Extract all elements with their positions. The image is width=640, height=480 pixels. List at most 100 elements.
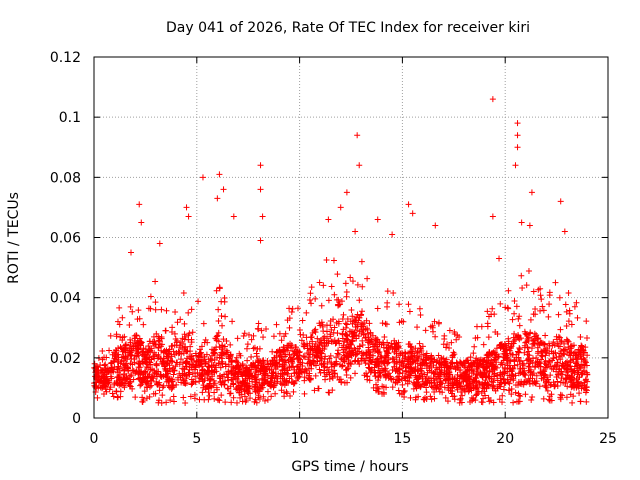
- data-point: [99, 348, 106, 355]
- data-point: [542, 383, 549, 390]
- data-point: [366, 377, 373, 384]
- data-point: [523, 338, 530, 345]
- data-point: [232, 371, 239, 378]
- peak-data-point: [185, 213, 192, 220]
- data-point: [428, 352, 435, 359]
- data-point: [149, 338, 156, 345]
- data-point: [483, 385, 490, 392]
- data-point: [363, 349, 370, 356]
- data-point: [433, 364, 440, 371]
- data-point: [126, 349, 133, 356]
- data-point: [539, 303, 546, 310]
- data-point: [369, 332, 376, 339]
- data-point: [550, 355, 557, 362]
- data-point: [408, 343, 415, 350]
- data-point: [111, 381, 118, 388]
- data-point: [527, 329, 534, 336]
- data-point: [199, 376, 206, 383]
- data-point: [550, 339, 557, 346]
- data-point: [91, 360, 98, 367]
- data-point: [375, 349, 382, 356]
- peak-data-point: [514, 120, 521, 127]
- data-point: [301, 377, 308, 384]
- data-point: [511, 310, 518, 317]
- data-point: [233, 357, 240, 364]
- data-point: [462, 374, 469, 381]
- data-point: [245, 385, 252, 392]
- data-point: [573, 299, 580, 306]
- peak-data-point: [514, 132, 521, 139]
- data-point: [182, 399, 189, 406]
- data-point: [278, 354, 285, 361]
- data-point: [398, 318, 405, 325]
- data-point: [464, 357, 471, 364]
- data-point: [402, 350, 409, 357]
- peak-data-point: [220, 186, 227, 193]
- data-point: [163, 307, 170, 314]
- data-point: [327, 322, 334, 329]
- data-point: [252, 376, 259, 383]
- data-point: [447, 371, 454, 378]
- data-point: [154, 373, 161, 380]
- data-point: [343, 372, 350, 379]
- data-point: [315, 385, 322, 392]
- peak-data-point: [374, 216, 381, 223]
- data-point: [292, 344, 299, 351]
- data-point: [132, 394, 139, 401]
- data-point: [529, 393, 536, 400]
- data-point: [385, 375, 392, 382]
- data-point: [552, 279, 559, 286]
- data-point: [507, 376, 514, 383]
- data-point: [360, 331, 367, 338]
- data-point: [413, 385, 420, 392]
- data-point: [480, 382, 487, 389]
- data-point: [444, 398, 451, 405]
- data-point: [230, 394, 237, 401]
- data-point: [225, 361, 232, 368]
- data-point: [320, 282, 327, 289]
- data-point: [139, 379, 146, 386]
- data-point: [412, 372, 419, 379]
- data-point: [383, 384, 390, 391]
- data-point: [521, 349, 528, 356]
- data-point: [374, 336, 381, 343]
- data-point: [127, 303, 134, 310]
- data-point: [478, 323, 485, 330]
- data-point: [359, 352, 366, 359]
- data-point: [456, 334, 463, 341]
- data-point: [180, 289, 187, 296]
- data-point: [456, 367, 463, 374]
- data-point: [250, 345, 257, 352]
- data-point: [331, 360, 338, 367]
- data-point: [504, 304, 511, 311]
- data-point: [431, 377, 438, 384]
- data-point: [104, 380, 111, 387]
- data-point: [328, 326, 335, 333]
- data-point: [319, 321, 326, 328]
- data-point: [307, 375, 314, 382]
- data-point: [216, 284, 223, 291]
- data-point: [123, 372, 130, 379]
- data-point: [357, 323, 364, 330]
- data-point: [135, 348, 142, 355]
- data-point: [421, 396, 428, 403]
- data-point: [270, 369, 277, 376]
- data-point: [376, 348, 383, 355]
- data-point: [167, 397, 174, 404]
- data-point: [399, 349, 406, 356]
- data-point: [450, 382, 457, 389]
- data-point: [557, 326, 564, 333]
- data-point: [174, 319, 181, 326]
- data-point: [306, 297, 313, 304]
- peak-data-point: [325, 216, 332, 223]
- data-point: [472, 397, 479, 404]
- data-point: [181, 380, 188, 387]
- data-point: [137, 382, 144, 389]
- data-point: [412, 363, 419, 370]
- data-point: [131, 356, 138, 363]
- data-point: [348, 307, 355, 314]
- data-point: [188, 376, 195, 383]
- data-point: [583, 398, 590, 405]
- data-point: [326, 355, 333, 362]
- data-point: [538, 296, 545, 303]
